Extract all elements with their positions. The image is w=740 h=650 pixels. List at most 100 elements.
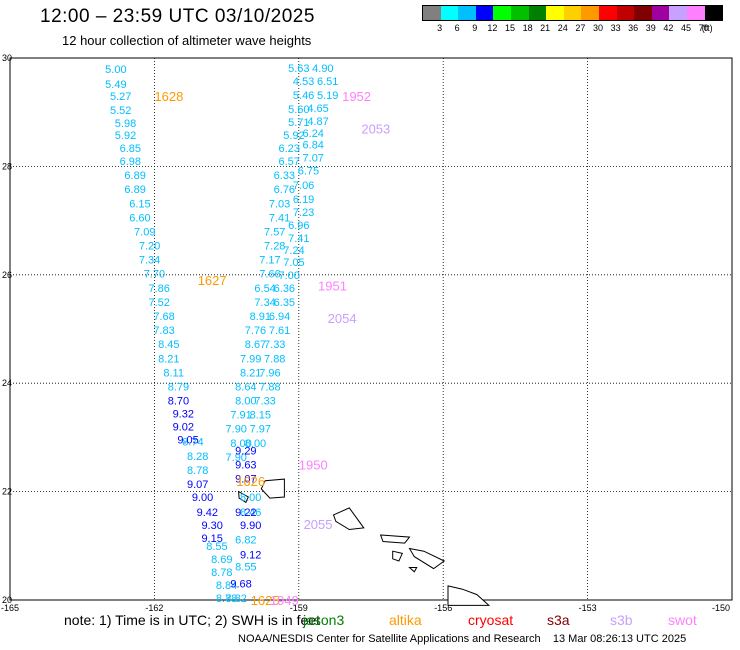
wave-height-label: 9.42 (197, 507, 218, 519)
wave-height-label: 7.88 (264, 353, 285, 365)
pass-time-label: 2053 (361, 121, 390, 136)
wave-height-label: 9.29 (235, 445, 256, 457)
color-legend: 3 6 9 12 15 18 21 24 27 30 33 36 39 42 45 70 (ft) (422, 5, 724, 35)
wave-height-label: 5.52 (110, 105, 131, 117)
wave-height-label: 7.24 (283, 245, 304, 257)
wave-height-label: 9.90 (240, 520, 261, 532)
legend-labels: 3 6 9 12 15 18 21 24 27 30 33 36 39 42 45 70 (ft) (422, 21, 723, 35)
pass-time-label: 1625 (251, 593, 280, 608)
wave-height-label: 7.05 (283, 257, 304, 269)
wave-height-label: 7.00 (278, 270, 299, 282)
legend-unit: (ft) (701, 23, 713, 33)
wave-height-label: 6.24 (303, 128, 324, 140)
wave-height-label: 8.00 (240, 492, 261, 504)
wave-height-label: 7.88 (259, 381, 280, 393)
wave-height-label: 8.79 (168, 381, 189, 393)
wave-height-label: 7.52 (149, 297, 170, 309)
wave-height-label: 6.57 (278, 156, 299, 168)
wave-height-label: 4.53 (293, 76, 314, 88)
footer-note-text: note: 1) Time is in UTC; 2) SWH is in fe… (64, 612, 320, 628)
map-frame (9, 57, 733, 601)
wave-height-label: 8.21 (158, 353, 179, 365)
legend-swatch (651, 6, 670, 20)
legend-label: 27 (575, 23, 586, 33)
wave-height-label: 5.27 (110, 91, 131, 103)
wave-height-label: 9.32 (173, 409, 194, 421)
lat-tick-label: 20 (2, 595, 12, 605)
lat-tick-label: 26 (2, 270, 12, 280)
satellite-name: jason3 (303, 612, 345, 628)
wave-height-label: 8.70 (168, 396, 189, 408)
satellite-name: s3a (547, 612, 570, 628)
wave-height-label: 7.41 (288, 233, 309, 245)
wave-height-label: 5.00 (105, 64, 126, 76)
wave-height-label: 7.06 (293, 180, 314, 192)
wave-height-label: 8.69 (211, 554, 232, 566)
wave-height-label: 4.87 (307, 116, 328, 128)
legend-swatches (422, 5, 724, 21)
footer-note: note: 1) Time is in UTC; 2) SWH is in fe… (64, 612, 320, 628)
wave-height-label: 8.82 (226, 593, 247, 605)
legend-swatch (634, 6, 652, 20)
legend-label: 6 (454, 23, 460, 33)
legend-swatch (510, 6, 529, 20)
wave-height-label: 9.07 (235, 474, 256, 486)
coastline (408, 547, 446, 570)
wave-height-label: 9.12 (240, 549, 261, 561)
wave-height-label: 8.67 (245, 339, 266, 351)
wave-height-label: 8.00 (230, 438, 251, 450)
pass-time-label: 1950 (299, 458, 328, 473)
wave-height-label: 8.78 (216, 593, 237, 605)
lon-tick-label: -150 (712, 603, 730, 613)
wave-height-label: 9.63 (235, 460, 256, 472)
lon-tick-label: -153 (579, 603, 597, 613)
wave-height-label: 7.03 (269, 198, 290, 210)
wave-height-label: 5.49 (105, 79, 126, 91)
wave-height-label: 6.89 (124, 184, 145, 196)
legend-swatch (686, 6, 705, 20)
lat-tick-label: 30 (2, 53, 12, 63)
legend-label: 21 (540, 23, 551, 33)
coastline (447, 585, 491, 606)
wave-height-label: 8.21 (240, 367, 261, 379)
chart-title: 12:00 – 23:59 UTC 03/10/2025 (40, 6, 315, 27)
satellite-name: cryosat (468, 612, 514, 628)
coastline (260, 478, 285, 499)
wave-height-label: 6.94 (269, 311, 290, 323)
legend-label: 30 (592, 23, 604, 33)
wave-height-label: 8.46 (240, 507, 261, 519)
wave-height-label: 5.98 (115, 118, 136, 130)
legend-label: 9 (472, 23, 478, 33)
legend-label: 24 (557, 23, 568, 33)
wave-height-label: 4.65 (307, 103, 328, 115)
wave-height-label: 8.78 (211, 567, 232, 579)
wave-height-label: 7.70 (144, 269, 165, 281)
wave-height-label: 7.61 (269, 325, 290, 337)
pass-time-label: 1627 (198, 273, 227, 288)
wave-height-label: 6.33 (274, 170, 295, 182)
wave-height-label: 7.90 (226, 452, 247, 464)
legend-swatch (704, 6, 723, 20)
pass-time-label: 1626 (236, 474, 265, 489)
pass-time-label: 2054 (328, 311, 357, 326)
wave-height-label: 5.71 (288, 117, 309, 129)
legend-label: 36 (628, 23, 639, 33)
wave-height-label: 8.55 (206, 541, 227, 553)
legend-swatch (528, 6, 547, 20)
credit-text: NOAA/NESDIS Center for Satellite Applica… (238, 633, 541, 645)
wave-height-label: 6.60 (129, 212, 150, 224)
wave-height-label: 9.30 (201, 520, 222, 532)
wave-height-label: 7.96 (259, 367, 280, 379)
wave-height-label: 7.17 (259, 255, 280, 267)
legend-swatch (598, 6, 617, 20)
wave-height-label: 5.19 (317, 90, 338, 102)
wave-height-label: 5.92 (283, 130, 304, 142)
coastline (379, 534, 411, 544)
wave-height-label: 7.28 (264, 241, 285, 253)
coastline (332, 507, 365, 531)
timestamp-text: 13 Mar 08:26:13 UTC 2025 (552, 633, 687, 645)
wave-height-label: 6.19 (293, 194, 314, 206)
pass-time-label: 1952 (342, 89, 371, 104)
wave-height-label: 9.68 (230, 579, 251, 591)
legend-label: 3 (437, 23, 443, 33)
